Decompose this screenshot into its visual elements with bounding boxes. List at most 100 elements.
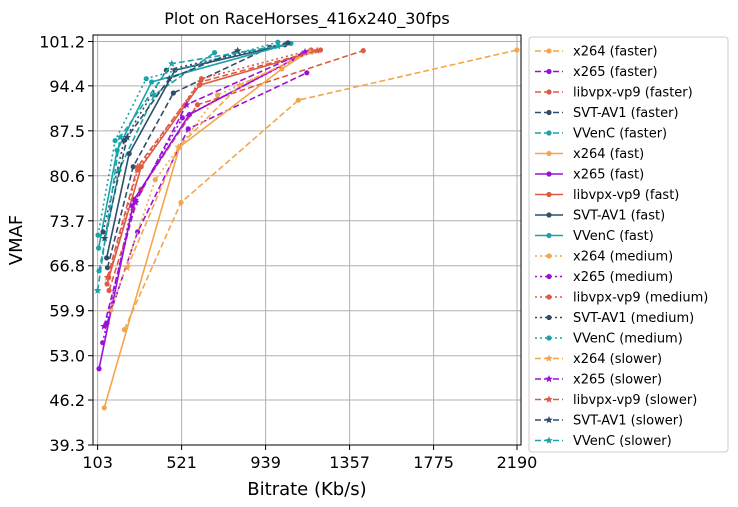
data-point xyxy=(214,92,221,98)
legend-swatch-marker xyxy=(546,171,552,177)
data-point xyxy=(100,229,106,235)
series-line xyxy=(98,51,307,369)
legend-swatch-marker xyxy=(545,416,553,424)
legend-item: SVT-AV1 (medium) xyxy=(535,311,694,326)
data-point xyxy=(100,340,106,346)
legend-frame xyxy=(528,36,729,453)
legend-label: libvpx-vp9 (fast) xyxy=(573,188,679,203)
series-line xyxy=(106,46,271,268)
legend-item: VVenC (fast) xyxy=(535,229,654,244)
data-point xyxy=(135,229,141,235)
legend-label: x265 (slower) xyxy=(573,373,662,388)
legend-label: x265 (faster) xyxy=(573,65,658,80)
legend-label: VVenC (slower) xyxy=(573,434,672,449)
legend-item: libvpx-vp9 (fast) xyxy=(535,188,679,203)
data-point xyxy=(151,92,157,98)
legend-item: x265 (faster) xyxy=(535,65,658,80)
series-19 xyxy=(93,42,282,294)
legend-label: libvpx-vp9 (medium) xyxy=(573,291,708,306)
data-point xyxy=(96,245,102,251)
legend-item: x264 (medium) xyxy=(535,250,673,265)
y-tick-label: 39.3 xyxy=(49,436,85,455)
chart-title: Plot on RaceHorses_416x240_30fps xyxy=(164,9,449,29)
legend-item: VVenC (faster) xyxy=(535,127,667,142)
series-line xyxy=(97,41,279,236)
data-point xyxy=(306,47,314,56)
series-3 xyxy=(104,44,273,271)
data-point xyxy=(279,66,285,72)
y-axis-label: VMAF xyxy=(6,215,27,266)
y-tick-label: 87.5 xyxy=(49,122,85,141)
data-point xyxy=(185,126,191,132)
legend-item: SVT-AV1 (faster) xyxy=(535,106,679,121)
data-point xyxy=(126,151,132,157)
legend-swatch-marker xyxy=(545,436,553,444)
grid xyxy=(93,35,521,446)
series-line xyxy=(106,49,321,285)
data-point xyxy=(165,74,174,82)
legend-label: x264 (fast) xyxy=(573,147,644,162)
data-point xyxy=(116,133,124,141)
data-point xyxy=(274,42,282,50)
data-point xyxy=(182,100,191,108)
series-17 xyxy=(103,46,321,281)
series-16 xyxy=(100,47,309,330)
series-line xyxy=(102,42,289,233)
data-point xyxy=(295,97,301,103)
legend-swatch-marker xyxy=(546,150,552,157)
legend-swatch-marker xyxy=(546,212,552,218)
legend-swatch-marker xyxy=(546,253,552,259)
data-point xyxy=(130,164,136,170)
y-tick-label: 59.9 xyxy=(49,302,85,321)
series-15 xyxy=(123,47,314,271)
legend-item: x265 (medium) xyxy=(535,270,673,285)
series-line xyxy=(108,49,364,291)
data-point xyxy=(112,137,118,144)
legend-label: SVT-AV1 (fast) xyxy=(573,209,665,224)
legend-swatch-marker xyxy=(546,273,552,280)
data-point xyxy=(196,77,205,86)
data-point xyxy=(313,46,321,54)
data-point xyxy=(123,263,131,271)
data-point xyxy=(123,133,131,141)
data-point xyxy=(233,46,242,54)
series-2 xyxy=(106,48,366,294)
data-point xyxy=(103,273,112,281)
y-tick-label: 73.7 xyxy=(49,212,85,231)
legend-label: SVT-AV1 (slower) xyxy=(573,414,683,429)
series-line xyxy=(107,49,312,278)
y-axis: 39.3 46.2 53.0 59.9 66.8 73.7 80.6 87.5 94.4 101.… xyxy=(39,33,93,455)
data-point xyxy=(95,232,101,238)
x-tick-label: 1775 xyxy=(413,453,454,472)
legend-item: libvpx-vp9 (faster) xyxy=(535,86,693,101)
data-point xyxy=(170,90,176,96)
legend-label: x264 (faster) xyxy=(573,45,658,60)
legend-label: VVenC (medium) xyxy=(573,332,683,347)
data-point xyxy=(167,59,176,67)
data-point xyxy=(149,79,155,85)
series-line xyxy=(103,51,309,409)
legend-item: SVT-AV1 (slower) xyxy=(535,414,683,429)
series-line xyxy=(98,51,216,272)
legend-item: x265 (fast) xyxy=(535,168,644,183)
series-line xyxy=(106,72,308,324)
data-point xyxy=(96,366,102,372)
legend-swatch-marker xyxy=(546,314,552,321)
series-line xyxy=(126,51,311,269)
series-line xyxy=(105,44,286,259)
data-point xyxy=(129,203,135,209)
series-18 xyxy=(100,46,242,242)
x-axis: 103 521 939 1357 1775 2190 xyxy=(82,445,537,472)
legend-label: SVT-AV1 (medium) xyxy=(573,311,694,326)
legend-item: x265 (slower) xyxy=(535,373,662,388)
legend-swatch-marker xyxy=(546,130,552,136)
plot-frame xyxy=(92,34,522,446)
legend-label: VVenC (faster) xyxy=(573,127,667,142)
series-layer xyxy=(93,39,520,411)
data-point xyxy=(317,47,324,53)
y-tick-label: 94.4 xyxy=(49,77,85,96)
data-point xyxy=(100,322,108,330)
x-tick-label: 103 xyxy=(82,453,113,472)
series-line xyxy=(106,49,318,278)
